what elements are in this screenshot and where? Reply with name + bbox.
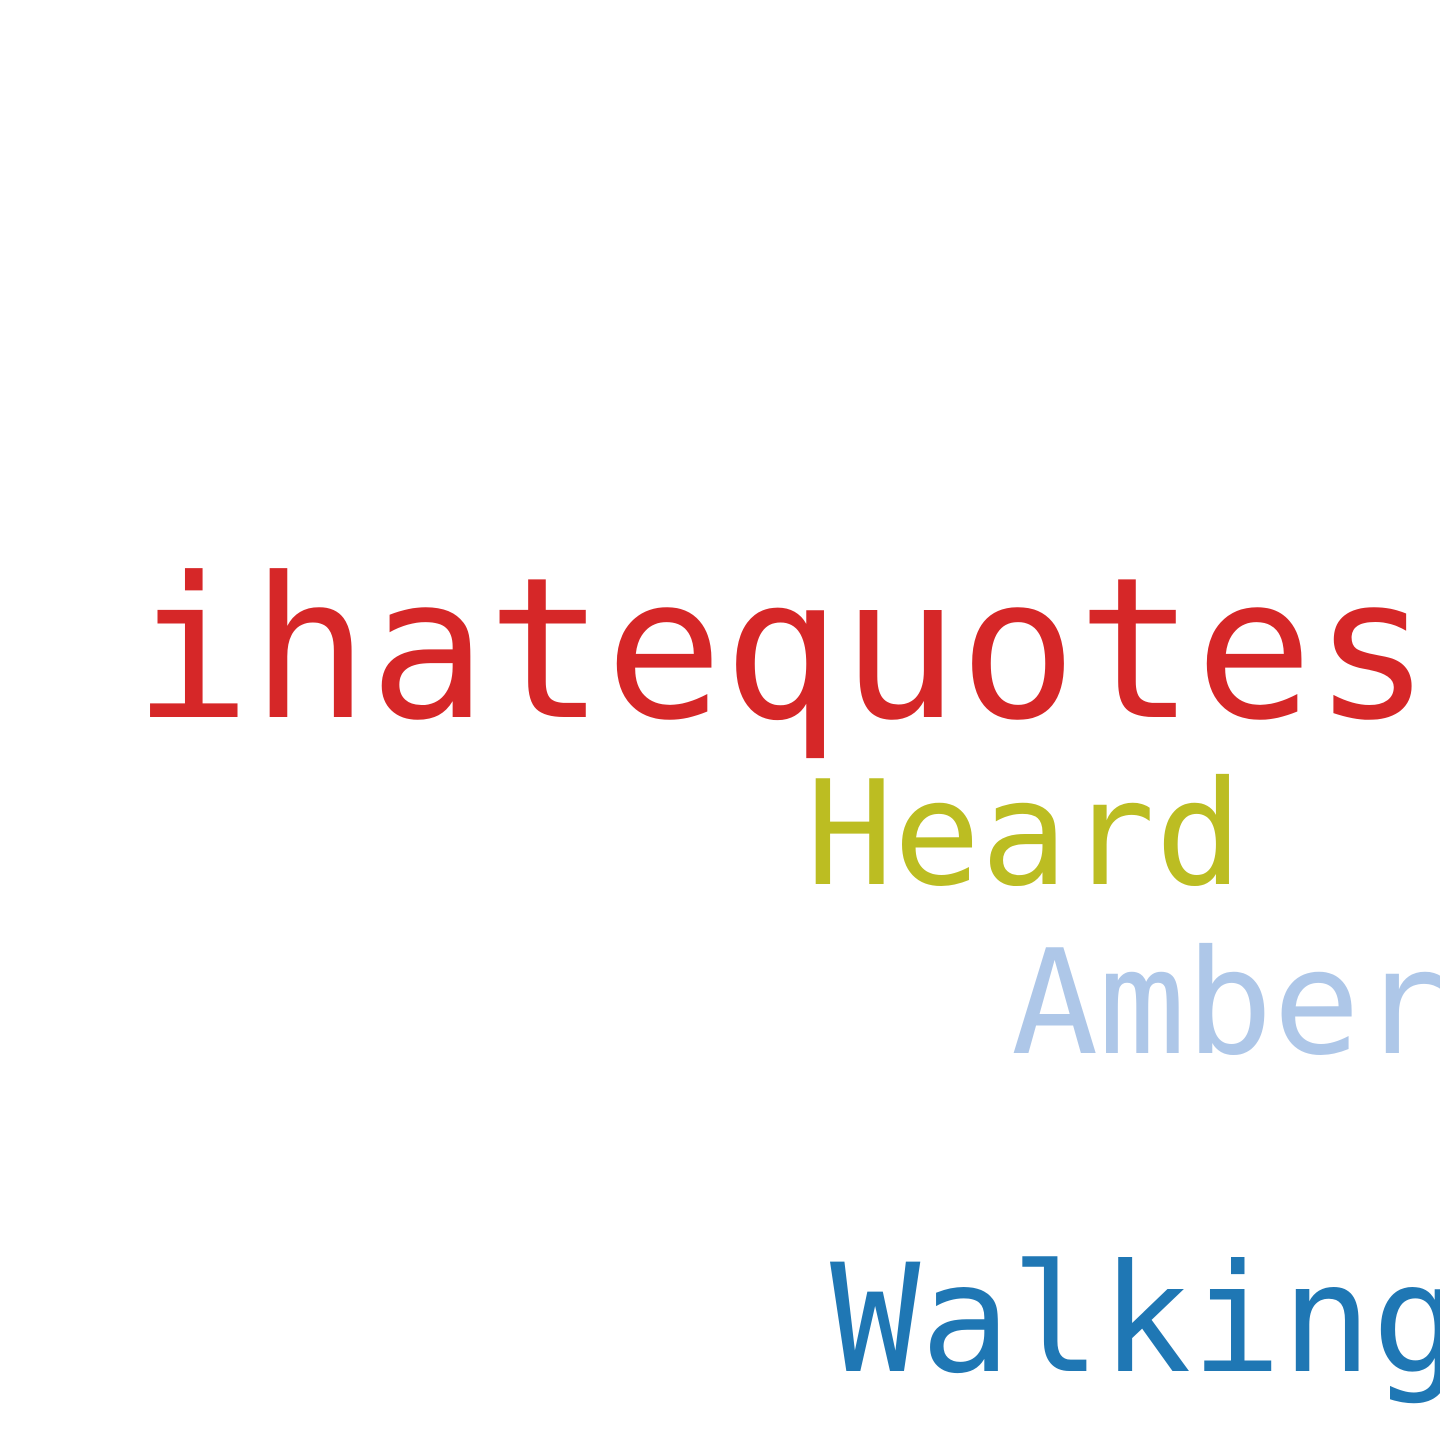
word-amber: Amber [1011, 919, 1440, 1088]
word-walking: Walking [830, 1233, 1440, 1407]
word-heard: Heard [806, 750, 1243, 919]
word-ihatequotes: ihatequotes [133, 536, 1432, 764]
